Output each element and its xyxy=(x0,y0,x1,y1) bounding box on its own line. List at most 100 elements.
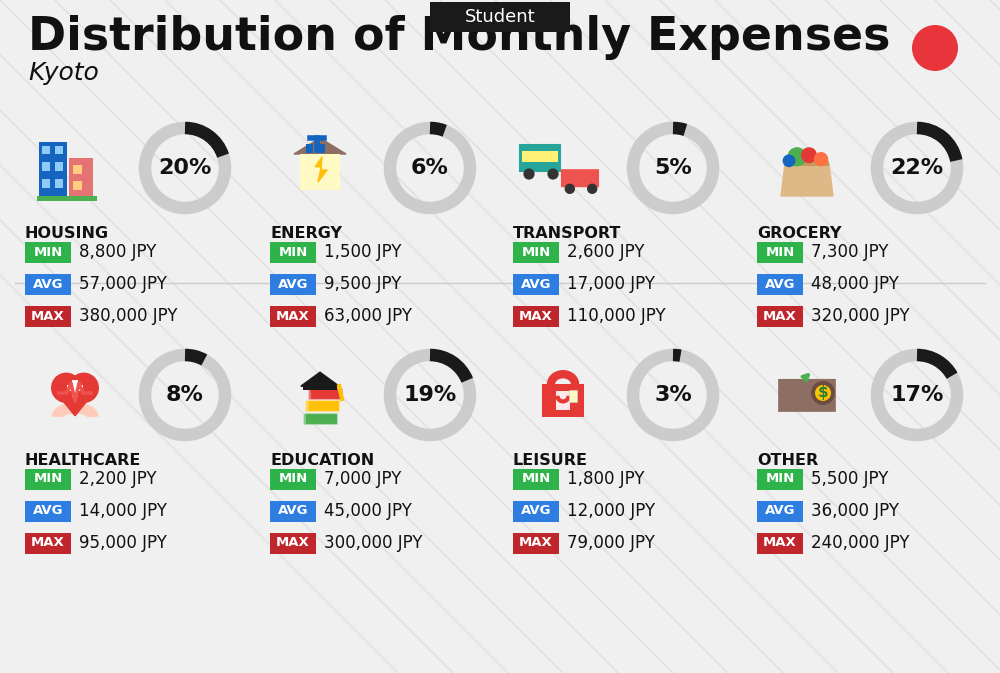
Text: 380,000 JPY: 380,000 JPY xyxy=(79,307,178,325)
Text: LEISURE: LEISURE xyxy=(513,453,588,468)
Bar xyxy=(67,386,83,391)
FancyBboxPatch shape xyxy=(270,532,316,553)
Bar xyxy=(308,388,311,399)
Text: Distribution of Monthly Expenses: Distribution of Monthly Expenses xyxy=(28,15,890,61)
FancyBboxPatch shape xyxy=(25,273,71,295)
Circle shape xyxy=(565,184,575,194)
Text: MAX: MAX xyxy=(519,310,553,322)
Text: EDUCATION: EDUCATION xyxy=(270,453,374,468)
Text: 12,000 JPY: 12,000 JPY xyxy=(567,502,655,520)
Text: 95,000 JPY: 95,000 JPY xyxy=(79,534,167,552)
Text: 36,000 JPY: 36,000 JPY xyxy=(811,502,899,520)
Text: 5,500 JPY: 5,500 JPY xyxy=(811,470,888,488)
Bar xyxy=(522,151,558,162)
Polygon shape xyxy=(301,372,339,386)
Circle shape xyxy=(69,373,99,403)
Circle shape xyxy=(912,25,958,71)
Text: 7,300 JPY: 7,300 JPY xyxy=(811,243,889,261)
Text: HOUSING: HOUSING xyxy=(25,226,109,241)
Bar xyxy=(73,165,82,174)
Bar xyxy=(55,179,63,188)
Text: AVG: AVG xyxy=(33,277,63,291)
FancyBboxPatch shape xyxy=(25,501,71,522)
Text: MIN: MIN xyxy=(33,246,63,258)
Bar xyxy=(39,142,67,198)
Text: MAX: MAX xyxy=(31,536,65,549)
FancyBboxPatch shape xyxy=(430,2,570,32)
FancyBboxPatch shape xyxy=(308,388,342,399)
Text: 300,000 JPY: 300,000 JPY xyxy=(324,534,422,552)
Circle shape xyxy=(815,385,831,401)
FancyBboxPatch shape xyxy=(757,273,803,295)
Text: HEALTHCARE: HEALTHCARE xyxy=(25,453,141,468)
FancyBboxPatch shape xyxy=(303,413,337,424)
FancyBboxPatch shape xyxy=(757,242,803,262)
Text: 20%: 20% xyxy=(158,158,212,178)
Text: 1,500 JPY: 1,500 JPY xyxy=(324,243,402,261)
Text: 5%: 5% xyxy=(654,158,692,178)
Text: 57,000 JPY: 57,000 JPY xyxy=(79,275,167,293)
Bar xyxy=(69,158,93,198)
Bar xyxy=(303,413,306,424)
Circle shape xyxy=(787,147,807,166)
Text: MAX: MAX xyxy=(276,536,310,549)
FancyBboxPatch shape xyxy=(757,501,803,522)
FancyBboxPatch shape xyxy=(519,144,561,172)
Text: AVG: AVG xyxy=(521,505,551,518)
FancyBboxPatch shape xyxy=(778,379,836,412)
Circle shape xyxy=(801,147,817,163)
Bar xyxy=(300,154,340,190)
Circle shape xyxy=(547,168,559,180)
Text: 6%: 6% xyxy=(411,158,449,178)
Bar xyxy=(42,145,50,154)
FancyBboxPatch shape xyxy=(270,273,316,295)
FancyBboxPatch shape xyxy=(561,169,599,187)
Circle shape xyxy=(814,152,828,166)
FancyBboxPatch shape xyxy=(305,400,339,411)
Text: AVG: AVG xyxy=(33,505,63,518)
FancyBboxPatch shape xyxy=(513,501,559,522)
Circle shape xyxy=(51,373,81,403)
Text: 1,800 JPY: 1,800 JPY xyxy=(567,470,644,488)
Circle shape xyxy=(587,184,597,194)
Text: 48,000 JPY: 48,000 JPY xyxy=(811,275,899,293)
Text: Kyoto: Kyoto xyxy=(28,61,99,85)
Bar xyxy=(37,196,97,201)
Text: MIN: MIN xyxy=(278,246,308,258)
Bar xyxy=(73,181,82,190)
Bar xyxy=(42,162,50,171)
FancyBboxPatch shape xyxy=(757,532,803,553)
Text: AVG: AVG xyxy=(278,277,308,291)
FancyBboxPatch shape xyxy=(513,532,559,553)
Text: Student: Student xyxy=(465,8,535,26)
Polygon shape xyxy=(781,164,833,196)
Text: 240,000 JPY: 240,000 JPY xyxy=(811,534,910,552)
Text: 8,800 JPY: 8,800 JPY xyxy=(79,243,156,261)
FancyBboxPatch shape xyxy=(25,306,71,326)
Text: MIN: MIN xyxy=(765,246,795,258)
FancyBboxPatch shape xyxy=(270,468,316,489)
Text: MIN: MIN xyxy=(521,246,551,258)
Circle shape xyxy=(811,381,835,405)
Text: 63,000 JPY: 63,000 JPY xyxy=(324,307,412,325)
Text: 9,500 JPY: 9,500 JPY xyxy=(324,275,401,293)
Text: MAX: MAX xyxy=(276,310,310,322)
Text: MAX: MAX xyxy=(763,536,797,549)
Bar xyxy=(72,380,78,397)
Text: 110,000 JPY: 110,000 JPY xyxy=(567,307,666,325)
FancyBboxPatch shape xyxy=(270,306,316,326)
Text: AVG: AVG xyxy=(765,277,795,291)
Text: 79,000 JPY: 79,000 JPY xyxy=(567,534,655,552)
Text: GROCERY: GROCERY xyxy=(757,226,842,241)
FancyBboxPatch shape xyxy=(757,468,803,489)
Text: TRANSPORT: TRANSPORT xyxy=(513,226,621,241)
Text: MAX: MAX xyxy=(31,310,65,322)
FancyBboxPatch shape xyxy=(25,242,71,262)
Bar xyxy=(318,144,325,153)
FancyBboxPatch shape xyxy=(513,273,559,295)
Text: 8%: 8% xyxy=(166,385,204,405)
Text: MIN: MIN xyxy=(765,472,795,485)
Text: 17,000 JPY: 17,000 JPY xyxy=(567,275,655,293)
Polygon shape xyxy=(54,390,96,416)
Text: 45,000 JPY: 45,000 JPY xyxy=(324,502,412,520)
